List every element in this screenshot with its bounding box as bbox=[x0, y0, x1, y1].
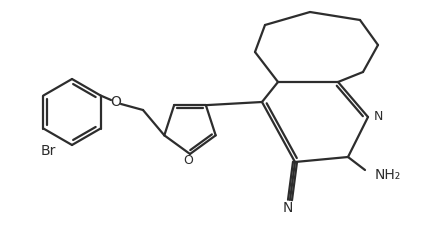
Text: O: O bbox=[111, 95, 121, 109]
Text: O: O bbox=[183, 154, 193, 167]
Text: N: N bbox=[373, 110, 383, 124]
Text: Br: Br bbox=[41, 144, 56, 158]
Text: N: N bbox=[283, 201, 293, 215]
Text: NH₂: NH₂ bbox=[375, 168, 401, 182]
